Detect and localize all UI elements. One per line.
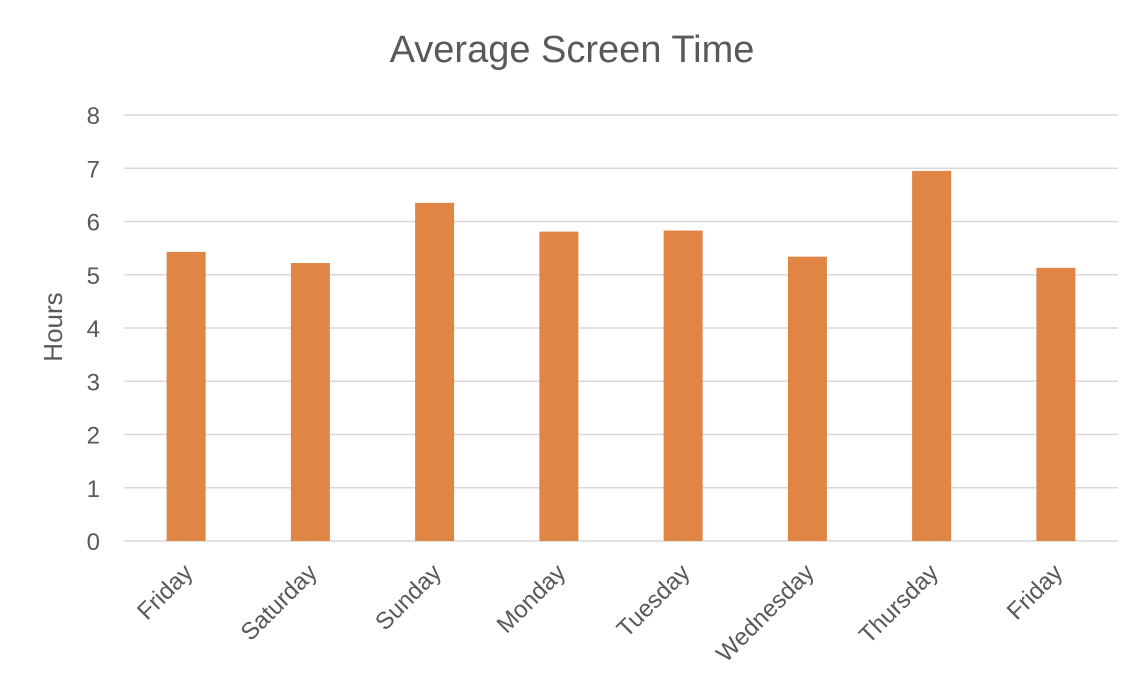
x-tick-label: Friday bbox=[132, 559, 198, 625]
y-tick-label: 6 bbox=[87, 210, 100, 237]
y-tick-label: 5 bbox=[87, 263, 100, 290]
x-tick-label: Saturday bbox=[236, 559, 323, 646]
x-tick-label: Friday bbox=[1002, 559, 1068, 625]
y-tick-label: 4 bbox=[87, 316, 100, 343]
x-axis-ticks: Friday Saturday Sunday Monday Tuesday Wednesd… bbox=[132, 559, 1068, 667]
x-tick-label: Monday bbox=[492, 559, 571, 638]
bar-saturday-1 bbox=[290, 263, 330, 541]
y-axis-label: Hours bbox=[38, 292, 68, 361]
bar-monday-3 bbox=[539, 231, 579, 541]
x-tick-label: Thursday bbox=[854, 559, 944, 649]
y-axis-ticks: 0 1 2 3 4 5 6 7 8 bbox=[87, 103, 100, 556]
y-tick-label: 2 bbox=[87, 423, 100, 450]
bar-sunday-2 bbox=[415, 202, 455, 542]
x-tick-label: Tuesday bbox=[612, 559, 696, 643]
bar-wednesday-5 bbox=[787, 256, 827, 541]
bar-tuesday-4 bbox=[663, 230, 703, 542]
bar-friday-0 bbox=[166, 251, 206, 542]
bar-friday-7 bbox=[1036, 267, 1076, 541]
x-tick-label: Wednesday bbox=[711, 559, 819, 667]
y-tick-label: 3 bbox=[87, 369, 100, 396]
chart-title: Average Screen Time bbox=[390, 29, 755, 71]
gridlines bbox=[124, 114, 1118, 542]
y-tick-label: 0 bbox=[87, 529, 100, 556]
y-tick-label: 1 bbox=[87, 476, 100, 503]
y-tick-label: 7 bbox=[87, 156, 100, 183]
x-tick-label: Sunday bbox=[370, 559, 447, 636]
bars bbox=[166, 170, 1076, 542]
bar-thursday-6 bbox=[912, 170, 952, 541]
y-tick-label: 8 bbox=[87, 103, 100, 130]
